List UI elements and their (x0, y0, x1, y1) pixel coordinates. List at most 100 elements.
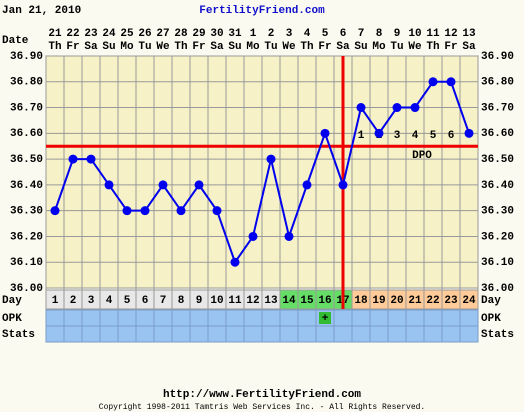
opk-cell (279, 309, 299, 327)
opk-cell (207, 309, 227, 327)
day-number: 6 (142, 295, 149, 307)
day-number: 1 (52, 295, 59, 307)
opk-cell (405, 309, 425, 327)
weekday: Th (300, 41, 313, 53)
day-number: 13 (264, 295, 278, 307)
stats-cell (441, 325, 461, 343)
temperature-point (266, 154, 276, 164)
opk-cell (153, 309, 173, 327)
weekday: Mo (120, 41, 134, 53)
day-number: 18 (354, 295, 368, 307)
date-number: 13 (462, 28, 476, 40)
weekday: Sa (336, 41, 350, 53)
stats-row-label: Stats (481, 329, 514, 341)
opk-cell (81, 309, 101, 327)
y-tick-label: 36.80 (10, 77, 43, 89)
y-tick-label: 36.10 (10, 257, 43, 269)
stats-cell (423, 325, 443, 343)
day-number: 12 (246, 295, 259, 307)
temperature-point (428, 77, 438, 87)
opk-positive-cell (319, 312, 331, 324)
temperature-point (230, 257, 240, 267)
stats-cell (153, 325, 173, 343)
temperature-point (104, 180, 114, 190)
temperature-point (50, 206, 60, 216)
y-tick-label: 36.60 (481, 128, 514, 140)
weekday: Th (426, 41, 439, 53)
stats-cell (405, 325, 425, 343)
opk-cell (63, 309, 83, 327)
date-number: 31 (228, 28, 242, 40)
weekday: Tu (138, 41, 151, 53)
day-number: 22 (426, 295, 439, 307)
dpo-number: 1 (358, 130, 365, 142)
y-tick-label: 36.10 (481, 257, 514, 269)
date-number: 29 (192, 28, 205, 40)
y-tick-label: 36.00 (481, 283, 514, 295)
stats-cell (261, 325, 281, 343)
temperature-point (86, 154, 96, 164)
day-number: 4 (106, 295, 113, 307)
opk-row-label: OPK (2, 313, 22, 325)
y-tick-label: 36.40 (10, 180, 43, 192)
weekday: Su (102, 41, 115, 53)
temperature-point (212, 206, 222, 216)
weekday: We (282, 41, 296, 53)
weekday: We (156, 41, 170, 53)
weekday: Fr (66, 41, 79, 53)
opk-cell (351, 309, 371, 327)
temperature-point (68, 154, 78, 164)
date-number: 25 (120, 28, 134, 40)
weekday: Fr (444, 41, 457, 53)
date-number: 21 (48, 28, 62, 40)
date-number: 27 (156, 28, 169, 40)
y-tick-label: 36.40 (481, 180, 514, 192)
temperature-point (176, 206, 186, 216)
date-number: 28 (174, 28, 188, 40)
stats-cell (117, 325, 137, 343)
weekday: Mo (246, 41, 260, 53)
date-number: 11 (426, 28, 440, 40)
dpo-number: 4 (412, 130, 419, 142)
stats-cell (63, 325, 83, 343)
site-title: FertilityFriend.com (199, 5, 325, 17)
day-number: 14 (282, 295, 296, 307)
y-tick-label: 36.50 (481, 154, 514, 166)
opk-cell (333, 309, 353, 327)
day-number: 8 (178, 295, 185, 307)
opk-cell (99, 309, 119, 327)
date-number: 1 (250, 28, 257, 40)
date-number: 2 (268, 28, 275, 40)
day-number: 9 (196, 295, 203, 307)
weekday: Fr (318, 41, 331, 53)
opk-cell (387, 309, 407, 327)
date-row-label: Date (2, 35, 29, 47)
weekday: Th (48, 41, 61, 53)
stats-cell (45, 325, 65, 343)
opk-cell (243, 309, 263, 327)
day-number: 20 (390, 295, 403, 307)
opk-cell (45, 309, 65, 327)
footer-copyright: Copyright 1998-2011 Tamtris Web Services… (99, 403, 425, 412)
y-tick-label: 36.70 (10, 102, 43, 114)
day-number: 7 (160, 295, 167, 307)
y-tick-label: 36.50 (10, 154, 43, 166)
day-row-label: Day (2, 295, 22, 307)
day-cell (459, 289, 479, 310)
day-number: 21 (408, 295, 422, 307)
temperature-point (410, 103, 420, 113)
date-number: 23 (84, 28, 98, 40)
dpo-number: 3 (394, 130, 401, 142)
chart-date: Jan 21, 2010 (2, 5, 81, 17)
temperature-point (284, 231, 294, 241)
day-number: 15 (300, 295, 314, 307)
stats-row-label: Stats (2, 329, 35, 341)
weekday: We (408, 41, 422, 53)
y-tick-label: 36.70 (481, 102, 514, 114)
date-number: 8 (376, 28, 383, 40)
day-number: 11 (228, 295, 242, 307)
dpo-number: 5 (430, 130, 437, 142)
stats-cell (387, 325, 407, 343)
temperature-point (158, 180, 168, 190)
stats-cell (243, 325, 263, 343)
